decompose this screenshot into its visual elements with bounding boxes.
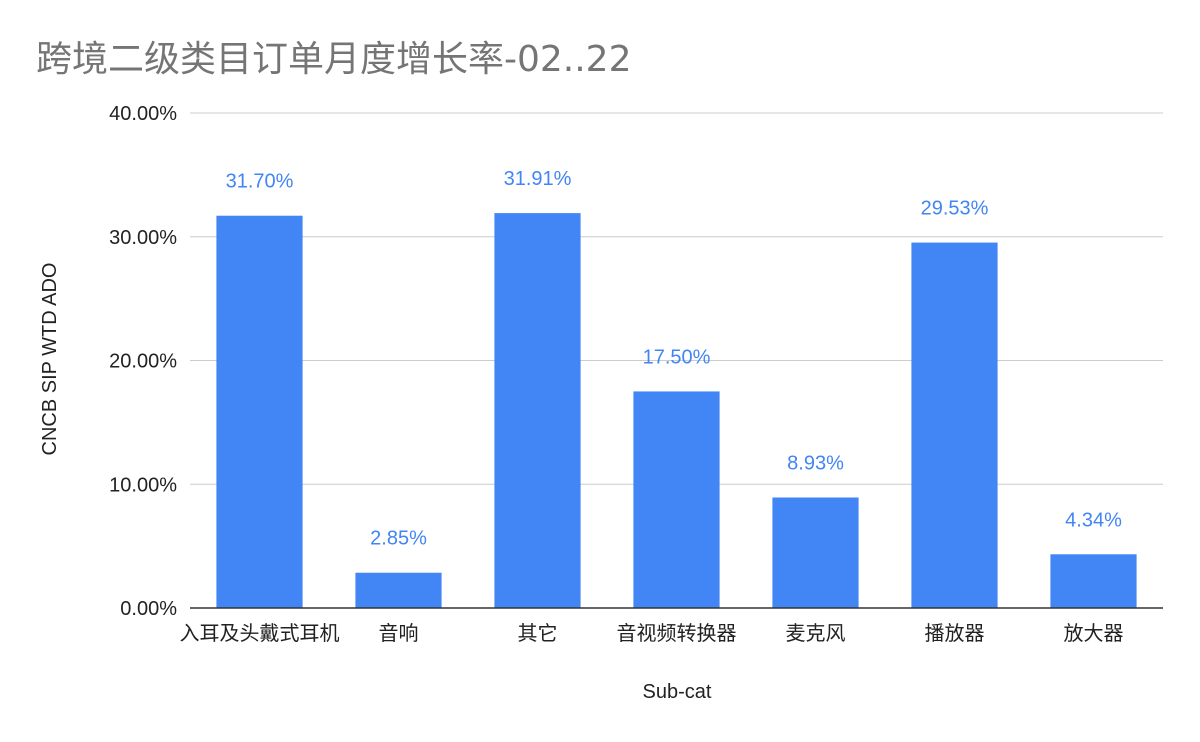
- data-label: 29.53%: [921, 198, 989, 220]
- gridlines: [190, 112, 1163, 485]
- category-label: 放大器: [1064, 621, 1124, 645]
- data-label: 8.93%: [787, 452, 844, 474]
- chart-title: 跨境二级类目订单月度增长率-02..22: [36, 39, 632, 80]
- category-label: 音视频转换器: [617, 621, 737, 645]
- data-labels: 31.70% 2.85% 31.91% 17.50% 8.93% 29.53% 4.34%: [226, 168, 1122, 550]
- bar: [1050, 554, 1137, 608]
- bars: [216, 213, 1137, 608]
- data-label: 31.91%: [504, 168, 572, 190]
- bar: [911, 242, 998, 608]
- y-tick-label: 40.00%: [109, 103, 177, 125]
- data-label: 17.50%: [643, 346, 711, 368]
- category-label: 音响: [379, 621, 419, 645]
- bar: [633, 391, 720, 608]
- y-tick-label: 10.00%: [109, 474, 177, 496]
- y-tick-label: 30.00%: [109, 227, 177, 249]
- category-label: 播放器: [925, 621, 985, 645]
- y-tick-label: 0.00%: [120, 598, 177, 620]
- y-tick-label: 20.00%: [109, 351, 177, 373]
- category-label: 其它: [518, 621, 558, 645]
- x-axis-title: Sub-cat: [643, 681, 712, 703]
- bar: [216, 215, 303, 608]
- bar: [355, 572, 442, 608]
- category-label: 入耳及头戴式耳机: [180, 621, 340, 645]
- y-tick-labels: 0.00% 10.00% 20.00% 30.00% 40.00%: [109, 103, 177, 620]
- data-label: 4.34%: [1065, 509, 1122, 531]
- category-label: 麦克风: [786, 621, 846, 645]
- bar: [494, 213, 581, 608]
- data-label: 31.70%: [226, 171, 294, 193]
- data-label: 2.85%: [370, 528, 427, 550]
- y-axis-title: CNCB SIP WTD ADO: [39, 263, 61, 456]
- category-labels: 入耳及头戴式耳机 音响 其它 音视频转换器 麦克风 播放器 放大器: [180, 621, 1124, 645]
- bar: [772, 497, 859, 608]
